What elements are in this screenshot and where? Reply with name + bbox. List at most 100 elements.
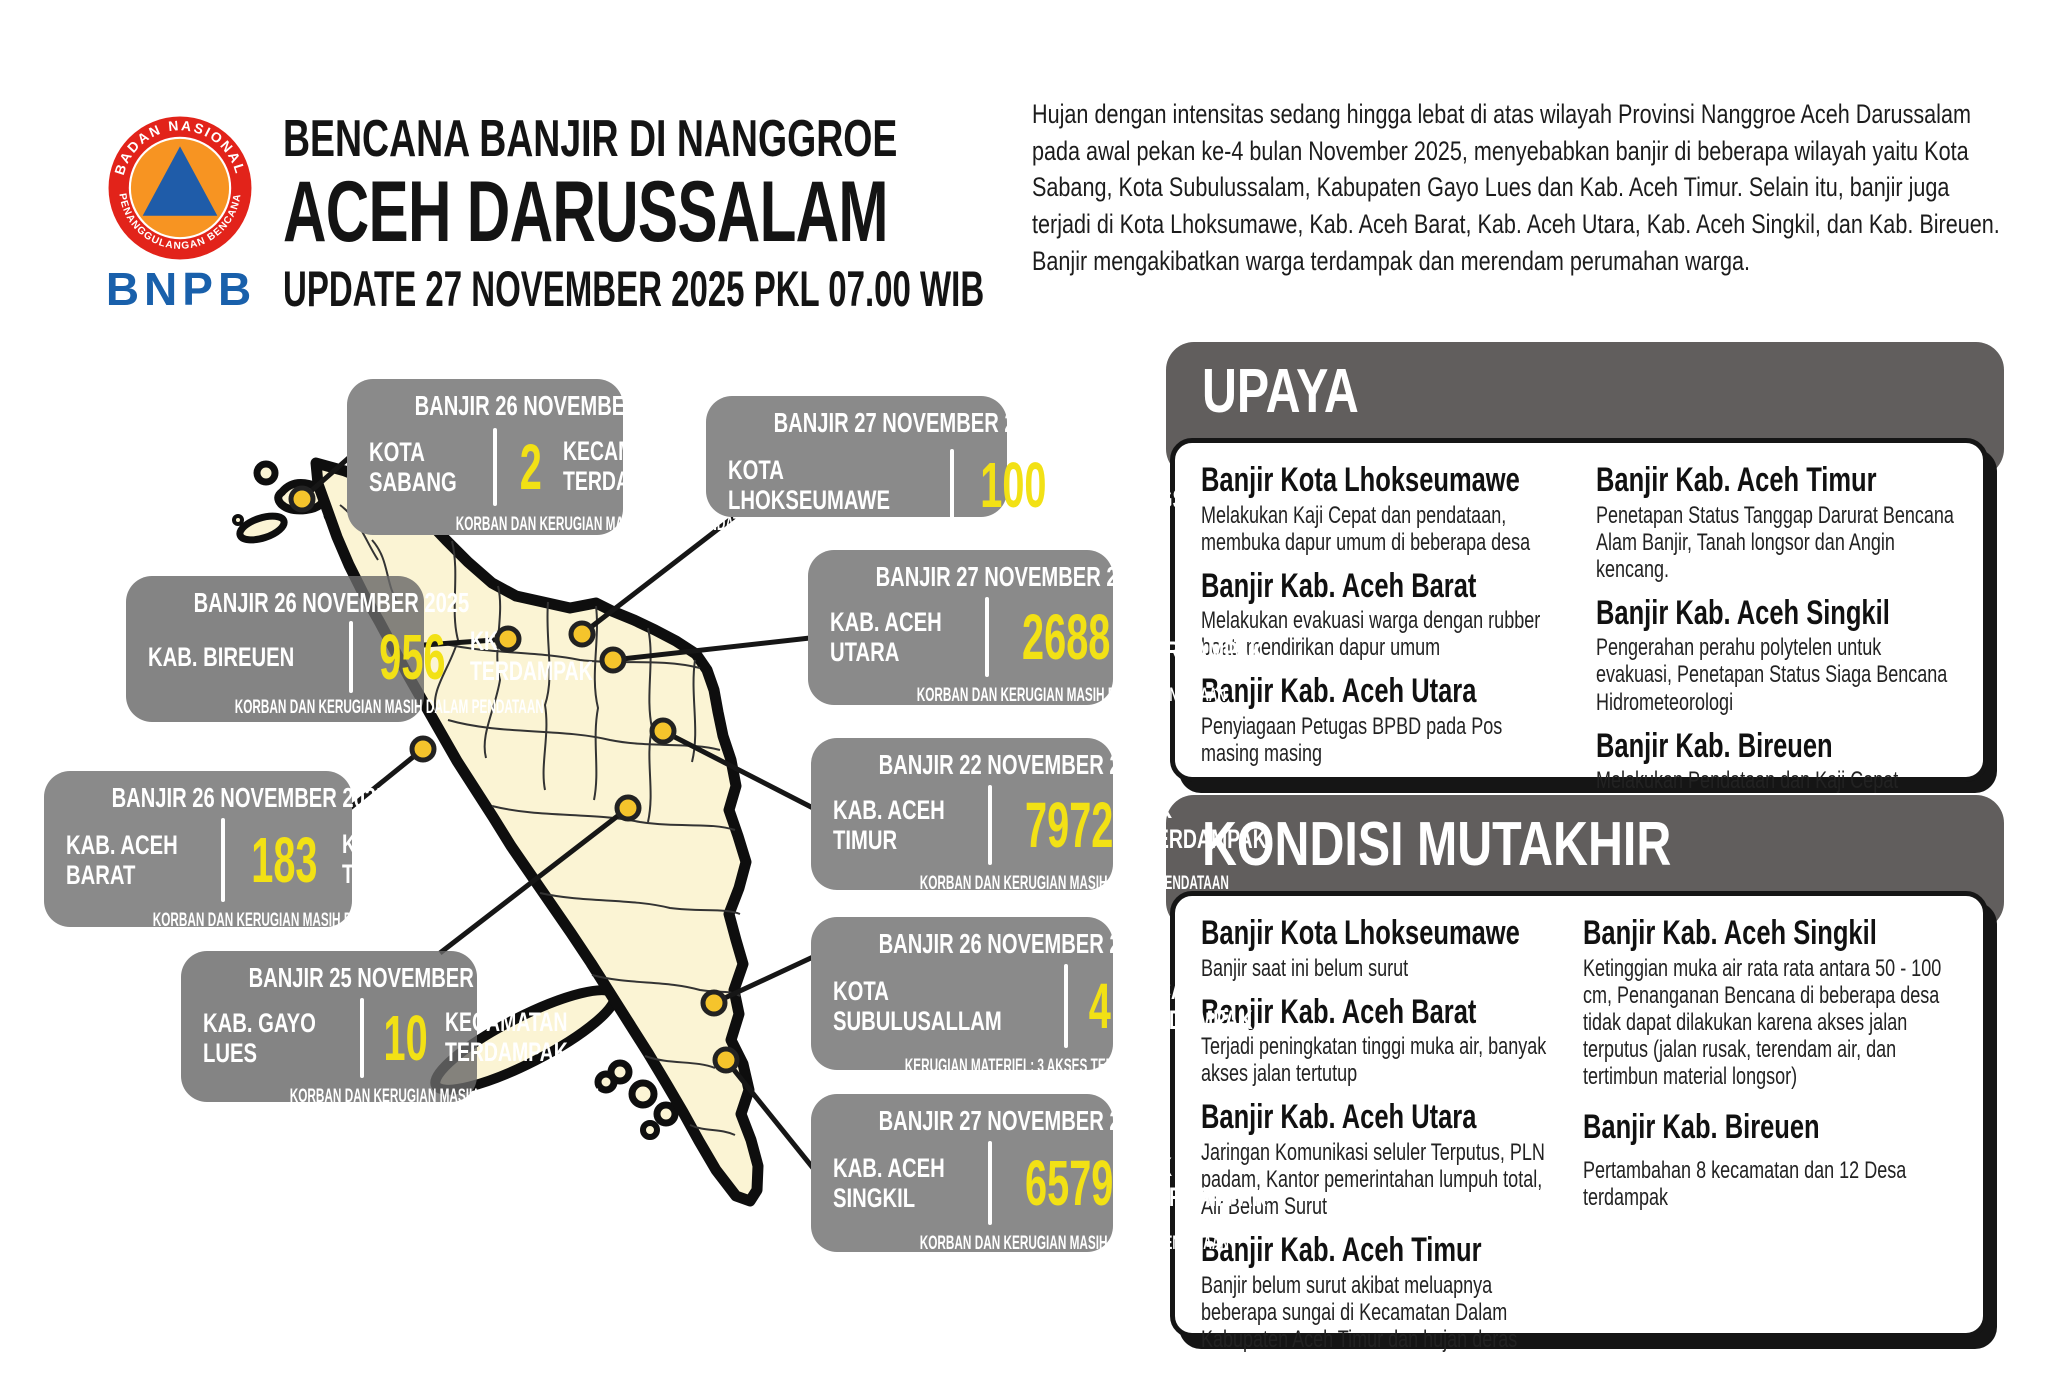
entry-heading: Banjir Kota Lhokseumawe	[1201, 461, 1520, 499]
title-line1: BENCANA BANJIR DI NANGGROE	[283, 110, 898, 168]
kondisi-entry: Banjir Kota Lhokseumawe Banjir saat ini …	[1201, 912, 1549, 982]
entry-body: Melakukan Pendataan dan Kaji Cepat	[1596, 767, 1899, 795]
callout-value: 7972	[1025, 788, 1114, 861]
callout-footer: KERUGIAN MATERIEL: 3 AKSES TERDAMPAK	[904, 1055, 1166, 1077]
divider	[988, 1140, 993, 1225]
callout-kab-aceh-utara: BANJIR 27 NOVEMBER 2025 KAB. ACEH UTARA 2…	[808, 550, 1264, 705]
panel-upaya-body: Banjir Kota Lhokseumawe Melakukan Kaji C…	[1170, 438, 1988, 794]
entry-heading: Banjir Kab. Aceh Singkil	[1582, 914, 1877, 952]
entry-heading: Banjir Kab. Aceh Singkil	[1596, 593, 1890, 632]
kondisi-entry: Banjir Kab. Aceh Barat Terjadi peningkat…	[1201, 991, 1549, 1088]
divider	[950, 448, 954, 521]
callout-footer: KORBAN DAN KERUGIAN MASIH DALAM PENDATAA…	[234, 696, 544, 718]
callout-value: 183	[251, 823, 318, 896]
callout-date: BANJIR 26 NOVEMBER 2025	[878, 928, 1155, 959]
upaya-entry: Banjir Kab. Aceh Singkil Pengerahan pera…	[1596, 592, 1957, 716]
panel-kondisi-mutakhir: KONDISI MUTAKHIR Banjir Kota Lhokseumawe…	[1166, 795, 2004, 1353]
intro-paragraph: Hujan dengan intensitas sedang hingga le…	[1032, 99, 2000, 276]
panel-upaya-title: UPAYA	[1202, 357, 1359, 426]
map-marker-gayo-lues	[614, 794, 642, 822]
upaya-entry: Banjir Kab. Bireuen Melakukan Pendataan …	[1596, 725, 1957, 795]
callout-region: KOTA LHOKSEUMAWE	[728, 454, 890, 515]
entry-body: Penyiagaan Petugas BPBD pada Pos masing …	[1201, 712, 1503, 768]
callout-unit: KK TERDAMPAK	[1144, 1152, 1268, 1212]
callout-region: KAB. ACEH BARAT	[66, 829, 178, 890]
callout-date: BANJIR 26 NOVEMBER 2025	[111, 782, 388, 813]
bnpb-logo: BADAN NASIONAL PENANGGULANGAN BENCANA	[100, 108, 260, 273]
callout-kota-subulussalam: BANJIR 26 NOVEMBER 2025 KOTA SUBULUSALLAM…	[811, 917, 1253, 1076]
panel-upaya: UPAYA Banjir Kota Lhokseumawe Melakukan …	[1166, 342, 2004, 794]
callout-value: 6579	[1025, 1146, 1114, 1219]
callout-unit: KK TERDAMPAK	[341, 829, 465, 889]
callout-date: BANJIR 26 NOVEMBER 2025	[414, 390, 691, 421]
map-marker-bireuen	[494, 625, 522, 653]
aceh-province-map	[310, 457, 764, 1207]
callout-footer: KORBAN DAN KERUGIAN MASIH DALAM PENDATAA…	[289, 1085, 599, 1107]
title-line3: UPDATE 27 NOVEMBER 2025 PKL 07.00 WIB	[283, 260, 985, 317]
callout-value: 4	[1088, 969, 1112, 1042]
map-marker-aceh-timur	[649, 717, 677, 745]
callout-region: KAB. BIREUEN	[148, 641, 295, 672]
upaya-entry: Banjir Kab. Aceh Utara Penyiagaan Petuga…	[1201, 670, 1562, 767]
kondisi-entry: Banjir Kab. Aceh Timur Banjir belum suru…	[1201, 1229, 1549, 1353]
logo-triangle	[142, 146, 218, 216]
callout-footer: KORBAN DAN KERUGIAN MASIH DALAM PENDATAA…	[919, 1232, 1229, 1254]
callout-kab-aceh-singkil: BANJIR 27 NOVEMBER 2025 KAB. ACEH SINGKIL…	[811, 1094, 1267, 1254]
entry-body: Terjadi peningkatan tinggi muka air, ban…	[1201, 1033, 1547, 1088]
callout-region: KOTA SABANG	[369, 436, 457, 497]
divider	[985, 596, 990, 677]
callout-region: KAB. ACEH TIMUR	[833, 794, 945, 855]
callout-unit: KK TERDAMPAK	[1144, 794, 1268, 854]
callout-value: 956	[379, 620, 446, 693]
entry-body: Pengerahan perahu polytelen untuk evakua…	[1596, 634, 1948, 716]
entry-body: Jaringan Komunikasi seluler Terputus, PL…	[1201, 1138, 1545, 1221]
entry-body: Penetapan Status Tanggap Darurat Bencana…	[1596, 501, 1954, 583]
bnpb-acronym: BNPB	[105, 263, 257, 315]
divider	[221, 817, 226, 902]
entry-heading: Banjir Kab. Aceh Timur	[1596, 461, 1877, 499]
callout-value: 100	[980, 448, 1047, 521]
map-marker-sabang	[288, 485, 316, 513]
callout-footer: KORBAN DAN KERUGIAN MASIH DALAM PENDATAA…	[455, 513, 765, 535]
map-marker-aceh-barat	[409, 735, 437, 763]
callout-kota-lhokseumawe: BANJIR 27 NOVEMBER 2025 KOTA LHOKSEUMAWE …	[706, 396, 1191, 521]
callout-unit: KK TERDAMPAK	[1141, 606, 1265, 666]
callout-date: BANJIR 26 NOVEMBER 2025	[193, 587, 470, 618]
entry-body: Pertambahan 8 kecamatan dan 12 Desa terd…	[1582, 1156, 1906, 1211]
upaya-entry: Banjir Kota Lhokseumawe Melakukan Kaji C…	[1201, 459, 1562, 556]
upaya-entry: Banjir Kab. Aceh Timur Penetapan Status …	[1596, 459, 1957, 583]
entry-body: Melakukan evakuasi warga dengan rubber b…	[1201, 607, 1541, 662]
callout-date: BANJIR 22 NOVEMBER 2025	[878, 749, 1155, 780]
callout-date: BANJIR 27 NOVEMBER 2025	[878, 1105, 1155, 1136]
callout-region: KAB. ACEH SINGKIL	[833, 1152, 945, 1213]
divider	[493, 427, 497, 506]
callout-region: KAB. GAYO LUES	[203, 1007, 316, 1068]
divider	[1063, 963, 1068, 1048]
callout-kab-aceh-barat: BANJIR 26 NOVEMBER 2025 KAB. ACEH BARAT 1…	[44, 771, 465, 930]
callout-value: 2	[519, 430, 543, 503]
kondisi-entry: Banjir Kab. Aceh Utara Jaringan Komunika…	[1201, 1096, 1549, 1220]
callout-unit: KECAMATAN TERDAMPAK	[444, 1007, 568, 1067]
map-marker-aceh-singkil	[712, 1046, 740, 1074]
callout-unit: KK MENGUNGSI	[1070, 454, 1191, 514]
callout-date: BANJIR 27 NOVEMBER 2025	[875, 561, 1152, 592]
panel-kondisi-body: Banjir Kota Lhokseumawe Banjir saat ini …	[1170, 891, 1988, 1353]
kondisi-entry: Banjir Kab. Bireuen Pertambahan 8 kecama…	[1583, 1106, 1957, 1211]
map-marker-lhokseumawe	[568, 620, 596, 648]
callout-kota-sabang: BANJIR 26 NOVEMBER 2025 KOTA SABANG 2 KEC…	[347, 379, 765, 535]
callout-date: BANJIR 25 NOVEMBER 2025	[248, 962, 525, 993]
entry-heading: Banjir Kota Lhokseumawe	[1201, 914, 1520, 952]
callout-unit: KECAMATAN TERDAMPAK	[1129, 975, 1253, 1035]
kondisi-entry: Banjir Kab. Aceh Singkil Ketinggian muka…	[1583, 912, 1957, 1090]
entry-heading: Banjir Kab. Bireuen	[1582, 1108, 1820, 1147]
callout-value: 2688	[1022, 600, 1111, 673]
callout-unit: KECAMATAN TERDAMPAK	[563, 436, 686, 496]
entry-body: Banjir saat ini belum surut	[1201, 954, 1409, 982]
entry-heading: Banjir Kab. Aceh Utara	[1201, 672, 1477, 711]
upaya-entry: Banjir Kab. Aceh Barat Melakukan evakuas…	[1201, 565, 1562, 662]
panel-kondisi-title: KONDISI MUTAKHIR	[1202, 810, 1672, 879]
callout-value: 10	[383, 1001, 428, 1074]
title-line2: ACEH DARUSSALAM	[283, 163, 889, 260]
